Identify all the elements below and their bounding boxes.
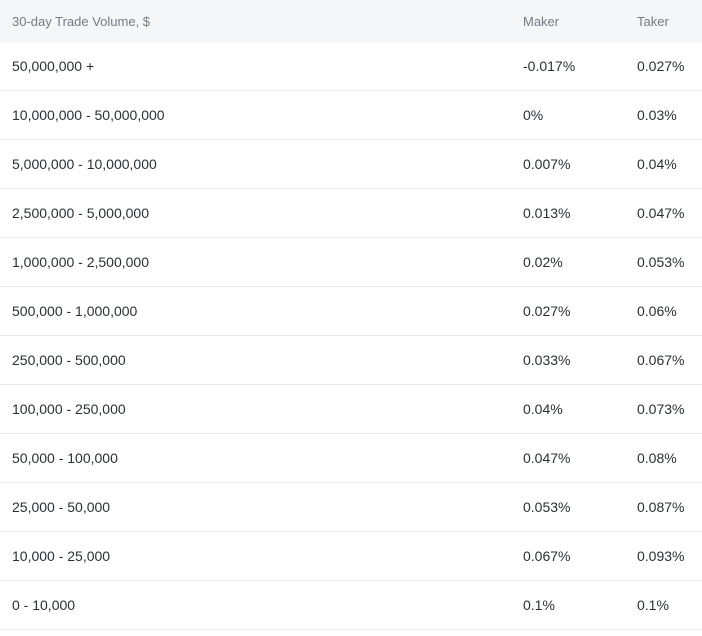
maker-fee-cell: 0.027% bbox=[523, 303, 571, 319]
table-row: 25,000 - 50,000 0.053% 0.087% bbox=[0, 483, 702, 532]
table-row: 10,000,000 - 50,000,000 0% 0.03% bbox=[0, 91, 702, 140]
taker-fee-cell: 0.1% bbox=[637, 597, 669, 613]
taker-fee-cell: 0.093% bbox=[637, 548, 685, 564]
volume-cell: 500,000 - 1,000,000 bbox=[12, 303, 138, 319]
taker-fee-cell: 0.067% bbox=[637, 352, 685, 368]
maker-fee-cell: 0.007% bbox=[523, 156, 571, 172]
table-header: 30-day Trade Volume, $ Maker Taker bbox=[0, 0, 702, 42]
table-row: 50,000 - 100,000 0.047% 0.08% bbox=[0, 434, 702, 483]
maker-fee-cell: 0.04% bbox=[523, 401, 563, 417]
table-row: 10,000 - 25,000 0.067% 0.093% bbox=[0, 532, 702, 581]
table-row: 50,000,000 + -0.017% 0.027% bbox=[0, 42, 702, 91]
volume-cell: 50,000 - 100,000 bbox=[12, 450, 118, 466]
maker-fee-cell: 0% bbox=[523, 107, 544, 123]
volume-cell: 0 - 10,000 bbox=[12, 597, 76, 613]
table-row: 250,000 - 500,000 0.033% 0.067% bbox=[0, 336, 702, 385]
table-row: 100,000 - 250,000 0.04% 0.073% bbox=[0, 385, 702, 434]
taker-fee-cell: 0.08% bbox=[637, 450, 677, 466]
table-row: 2,500,000 - 5,000,000 0.013% 0.047% bbox=[0, 189, 702, 238]
maker-fee-cell: 0.047% bbox=[523, 450, 571, 466]
volume-cell: 100,000 - 250,000 bbox=[12, 401, 126, 417]
table-row: 5,000,000 - 10,000,000 0.007% 0.04% bbox=[0, 140, 702, 189]
volume-cell: 250,000 - 500,000 bbox=[12, 352, 126, 368]
taker-fee-cell: 0.03% bbox=[637, 107, 677, 123]
maker-fee-cell: 0.033% bbox=[523, 352, 571, 368]
header-trade-volume: 30-day Trade Volume, $ bbox=[12, 13, 151, 29]
table-row: 500,000 - 1,000,000 0.027% 0.06% bbox=[0, 287, 702, 336]
taker-fee-cell: 0.047% bbox=[637, 205, 685, 221]
maker-fee-cell: -0.017% bbox=[523, 58, 576, 74]
maker-fee-cell: 0.053% bbox=[523, 499, 571, 515]
taker-fee-cell: 0.087% bbox=[637, 499, 685, 515]
taker-fee-cell: 0.053% bbox=[637, 254, 685, 270]
table-row: 0 - 10,000 0.1% 0.1% bbox=[0, 581, 702, 630]
taker-fee-cell: 0.06% bbox=[637, 303, 677, 319]
header-maker: Maker bbox=[523, 13, 560, 29]
taker-fee-cell: 0.027% bbox=[637, 58, 685, 74]
header-taker: Taker bbox=[637, 13, 669, 29]
maker-fee-cell: 0.067% bbox=[523, 548, 571, 564]
volume-cell: 10,000 - 25,000 bbox=[12, 548, 111, 564]
taker-fee-cell: 0.04% bbox=[637, 156, 677, 172]
volume-cell: 10,000,000 - 50,000,000 bbox=[12, 107, 165, 123]
table-row: 1,000,000 - 2,500,000 0.02% 0.053% bbox=[0, 238, 702, 287]
maker-fee-cell: 0.013% bbox=[523, 205, 571, 221]
maker-fee-cell: 0.1% bbox=[523, 597, 555, 613]
volume-cell: 50,000,000 + bbox=[12, 58, 95, 74]
taker-fee-cell: 0.073% bbox=[637, 401, 685, 417]
volume-cell: 5,000,000 - 10,000,000 bbox=[12, 156, 157, 172]
volume-cell: 2,500,000 - 5,000,000 bbox=[12, 205, 150, 221]
volume-cell: 25,000 - 50,000 bbox=[12, 499, 111, 515]
maker-fee-cell: 0.02% bbox=[523, 254, 563, 270]
volume-cell: 1,000,000 - 2,500,000 bbox=[12, 254, 150, 270]
